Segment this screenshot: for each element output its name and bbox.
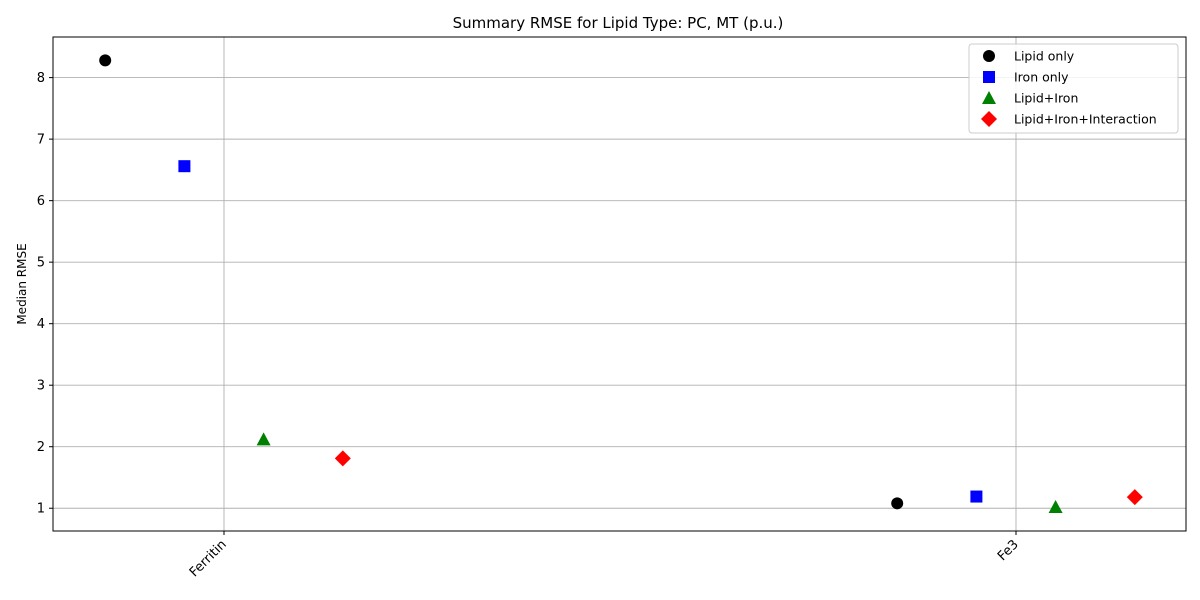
chart-title: Summary RMSE for Lipid Type: PC, MT (p.u…	[453, 14, 784, 32]
legend-label: Lipid+Iron+Interaction	[1014, 112, 1157, 127]
data-point	[970, 490, 983, 503]
y-tick-label: 7	[37, 133, 45, 148]
y-tick-label: 8	[37, 71, 45, 86]
y-tick-label: 2	[37, 440, 45, 455]
data-point	[891, 497, 904, 510]
data-points	[99, 54, 1143, 514]
legend-box	[968, 43, 1179, 134]
y-tick-label: 5	[37, 256, 45, 271]
legend-marker	[983, 50, 995, 62]
y-axis-label: Median RMSE	[15, 243, 29, 324]
legend-label: Lipid only	[1014, 49, 1075, 64]
y-tick-label: 4	[37, 317, 45, 332]
legend-marker	[982, 91, 996, 104]
data-point	[1048, 500, 1063, 514]
data-point	[256, 432, 271, 446]
legend-label: Lipid+Iron	[1014, 91, 1078, 106]
legend-label: Iron only	[1014, 70, 1069, 85]
y-axis: 1 2 3 4 5 6 7 8	[37, 71, 53, 517]
data-point	[99, 54, 112, 67]
grid	[53, 37, 1186, 531]
data-point	[178, 160, 191, 173]
legend-marker	[983, 71, 995, 83]
x-tick-label: Fe3	[995, 537, 1022, 564]
y-tick-label: 6	[37, 194, 45, 209]
x-axis: Ferritin Fe3	[187, 531, 1022, 580]
legend-marker	[981, 111, 997, 127]
y-tick-label: 3	[37, 379, 45, 394]
plot-frame	[52, 36, 1187, 532]
legend: Lipid only Iron only Lipid+Iron Lipid+Iron+…	[968, 43, 1179, 134]
x-tick-label: Ferritin	[187, 537, 230, 580]
data-point	[1126, 489, 1143, 506]
y-tick-label: 1	[37, 502, 45, 517]
data-point	[334, 450, 351, 467]
